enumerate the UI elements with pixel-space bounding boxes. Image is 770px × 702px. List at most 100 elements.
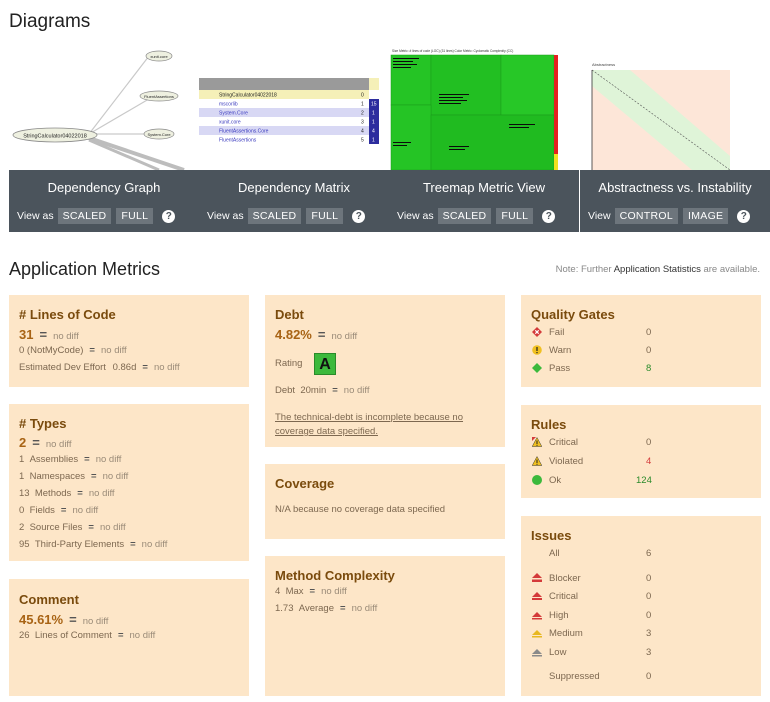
issues-low-label[interactable]: Low: [549, 647, 567, 658]
rating-badge[interactable]: A: [314, 353, 336, 375]
no-diff: no diff: [129, 630, 156, 641]
graph-full-button[interactable]: FULL: [116, 208, 154, 224]
dependency-graph-title: Dependency Graph: [47, 180, 161, 195]
issues-high-label[interactable]: High: [549, 610, 569, 621]
issues-low-count: 3: [646, 647, 652, 658]
qg-warn-label[interactable]: Warn: [549, 345, 572, 356]
no-diff: no diff: [53, 331, 79, 342]
help-icon[interactable]: ?: [542, 209, 556, 223]
debt-incomplete-link[interactable]: The technical-debt is incomplete because…: [275, 412, 464, 437]
no-diff: no diff: [88, 488, 115, 499]
matrix-val-0: 0: [361, 93, 364, 99]
rules-ok-label[interactable]: Ok: [549, 475, 562, 486]
row-count: 0: [19, 505, 25, 516]
no-diff: no diff: [45, 439, 72, 450]
matrix-cell-3: 1: [372, 120, 375, 126]
view-as-label: View as: [397, 210, 434, 222]
row-label: Fields: [29, 505, 55, 516]
matrix-row-0: StringCalculator04022018: [219, 93, 277, 99]
graph-scaled-button[interactable]: SCALED: [57, 208, 112, 224]
no-diff: no diff: [72, 505, 99, 516]
loc-value-row: 31 = no diff: [19, 327, 79, 342]
dependency-graph-thumbnail[interactable]: StringCalculator04022018 xunit.core Flue…: [9, 46, 199, 170]
matrix-scaled-button[interactable]: SCALED: [247, 208, 302, 224]
rules-violated-count: 4: [646, 456, 652, 467]
ai-control-button[interactable]: CONTROL: [614, 208, 679, 224]
no-diff: no diff: [82, 616, 109, 627]
row-count: 1: [19, 454, 25, 465]
treemap-header: Size Metric: # lines of code (LOC) (31 l…: [392, 49, 513, 53]
dev-effort-value: 0.86d: [112, 362, 137, 373]
equals-icon: =: [130, 539, 136, 550]
no-diff: no diff: [331, 331, 358, 342]
debt-value: 4.82%: [275, 327, 312, 342]
rules-critical-label[interactable]: Critical: [549, 437, 579, 448]
no-diff: no diff: [95, 454, 122, 465]
issues-all-label[interactable]: All: [549, 548, 560, 559]
row-count: 13: [19, 488, 30, 499]
issues-medium-label[interactable]: Medium: [549, 628, 583, 639]
coverage-text: N/A because no coverage data specified: [275, 504, 446, 515]
matrix-val-1: 1: [361, 102, 364, 108]
row-count: 1: [19, 471, 25, 482]
comment-title: Comment: [19, 592, 79, 607]
rules-violated-label[interactable]: Violated: [549, 456, 584, 467]
ai-image-button[interactable]: IMAGE: [683, 208, 729, 224]
qg-fail-label[interactable]: Fail: [549, 327, 565, 338]
abstractness-instability-tile: Abstractness Abstractness vs. Instabilit…: [580, 46, 770, 232]
graph-node-3: System.Core: [147, 132, 171, 137]
help-icon[interactable]: ?: [737, 209, 751, 223]
no-diff: no diff: [321, 586, 347, 597]
method-complexity-title: Method Complexity: [275, 568, 395, 583]
treemap-scaled-button[interactable]: SCALED: [437, 208, 492, 224]
coverage-card: Coverage N/A because no coverage data sp…: [265, 464, 505, 539]
issues-blocker-label[interactable]: Blocker: [549, 573, 581, 584]
matrix-full-button[interactable]: FULL: [306, 208, 344, 224]
row-label: Lines of Comment: [34, 630, 112, 641]
treemap-thumbnail[interactable]: Size Metric: # lines of code (LOC) (31 l…: [389, 46, 579, 170]
high-issue-icon: [532, 612, 542, 620]
help-icon[interactable]: ?: [162, 209, 176, 223]
matrix-val-3: 3: [361, 120, 364, 126]
matrix-cell-1: 15: [371, 102, 377, 108]
matrix-val-5: 5: [361, 138, 364, 144]
types-row: 13 Methods = no diff: [19, 488, 115, 499]
diagrams-heading: Diagrams: [9, 11, 91, 32]
equals-icon: =: [39, 327, 48, 342]
types-value-row: 2 = no diff: [19, 435, 72, 450]
matrix-cell-4: 4: [372, 129, 375, 135]
qg-fail-count: 0: [646, 327, 652, 338]
row-count: 26: [19, 630, 30, 641]
dev-effort-label: Estimated Dev Effort: [19, 362, 106, 373]
rules-card: Rules Critical 0 Violated 4 Ok 124: [521, 405, 761, 498]
fail-icon: [532, 327, 542, 337]
qg-pass-label[interactable]: Pass: [549, 363, 571, 374]
treemap-full-button[interactable]: FULL: [496, 208, 534, 224]
complexity-max-row: 4 Max = no diff: [275, 586, 347, 597]
medium-issue-icon: [532, 630, 542, 638]
comment-value-row: 45.61% = no diff: [19, 612, 108, 627]
issues-suppressed-label[interactable]: Suppressed: [549, 671, 600, 682]
notmycode-value: 0 (NotMyCode): [19, 345, 84, 356]
equals-icon: =: [117, 630, 124, 641]
rules-ok-count: 124: [636, 475, 652, 486]
application-metrics-heading: Application Metrics: [9, 259, 161, 279]
row-count: 95: [19, 539, 30, 550]
abstractness-instability-thumbnail[interactable]: Abstractness: [580, 46, 770, 170]
issues-medium-count: 3: [646, 628, 652, 639]
matrix-row-2: System.Core: [219, 111, 248, 117]
issues-critical-label[interactable]: Critical: [549, 591, 579, 602]
application-statistics-link[interactable]: Application Statistics: [613, 264, 701, 275]
treemap-title: Treemap Metric View: [422, 180, 546, 195]
types-row: 2 Source Files = no diff: [19, 522, 126, 533]
note-prefix: Note: Further: [555, 264, 612, 275]
no-diff: no diff: [100, 345, 127, 356]
matrix-row-1: mscorlib: [219, 102, 238, 108]
dependency-matrix-thumbnail[interactable]: StringCalculator04022018 mscorlib System…: [199, 46, 389, 170]
equals-icon: =: [142, 362, 148, 373]
dev-effort-row: Estimated Dev Effort 0.86d = no diff: [19, 362, 180, 373]
no-diff: no diff: [102, 471, 129, 482]
low-issue-icon: [532, 649, 542, 657]
treemap-image: Size Metric: # lines of code (LOC) (31 l…: [389, 46, 579, 170]
help-icon[interactable]: ?: [352, 209, 366, 223]
